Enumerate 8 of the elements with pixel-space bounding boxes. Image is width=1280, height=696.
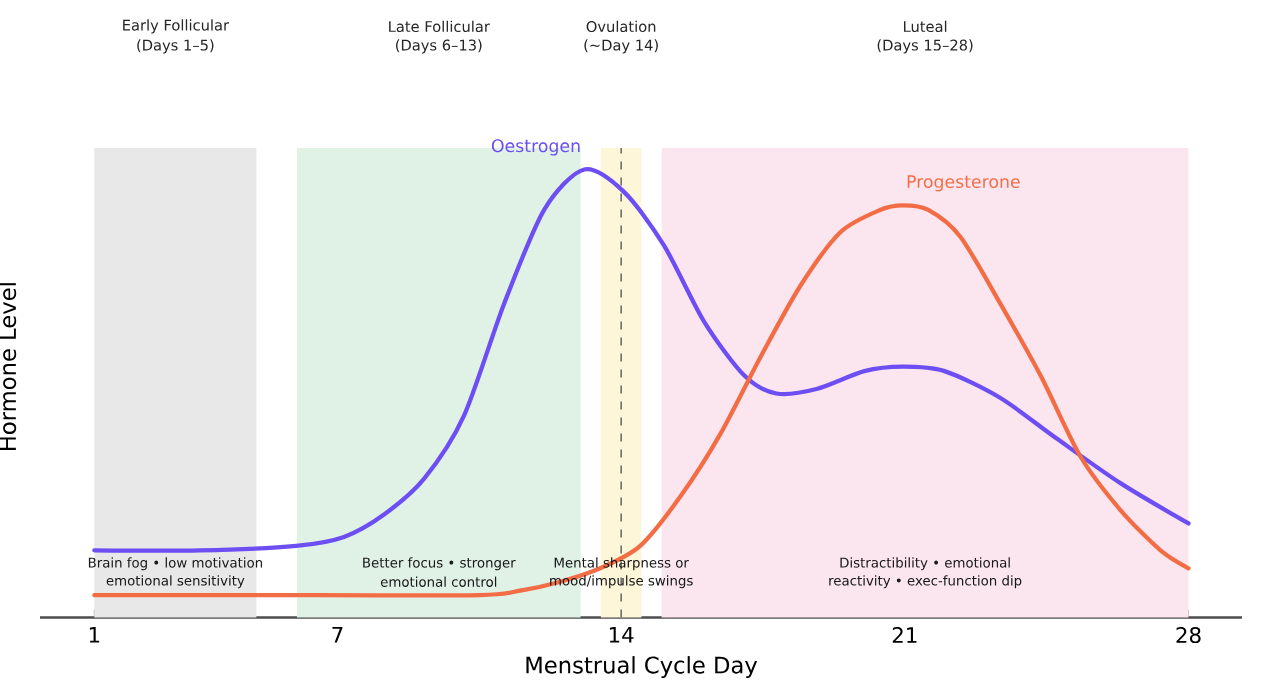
x-tick-label: 21 xyxy=(892,626,917,643)
x-tick-label: 14 xyxy=(609,626,634,643)
x-tick-label: 7 xyxy=(332,626,343,643)
x-tick-label: 1 xyxy=(89,626,100,643)
series-label: Progesterone xyxy=(907,175,1020,192)
series-label: Oestrogen xyxy=(491,139,580,156)
x-axis-title: Menstrual Cycle Day xyxy=(526,656,758,679)
x-tick-label: 28 xyxy=(1176,626,1201,644)
